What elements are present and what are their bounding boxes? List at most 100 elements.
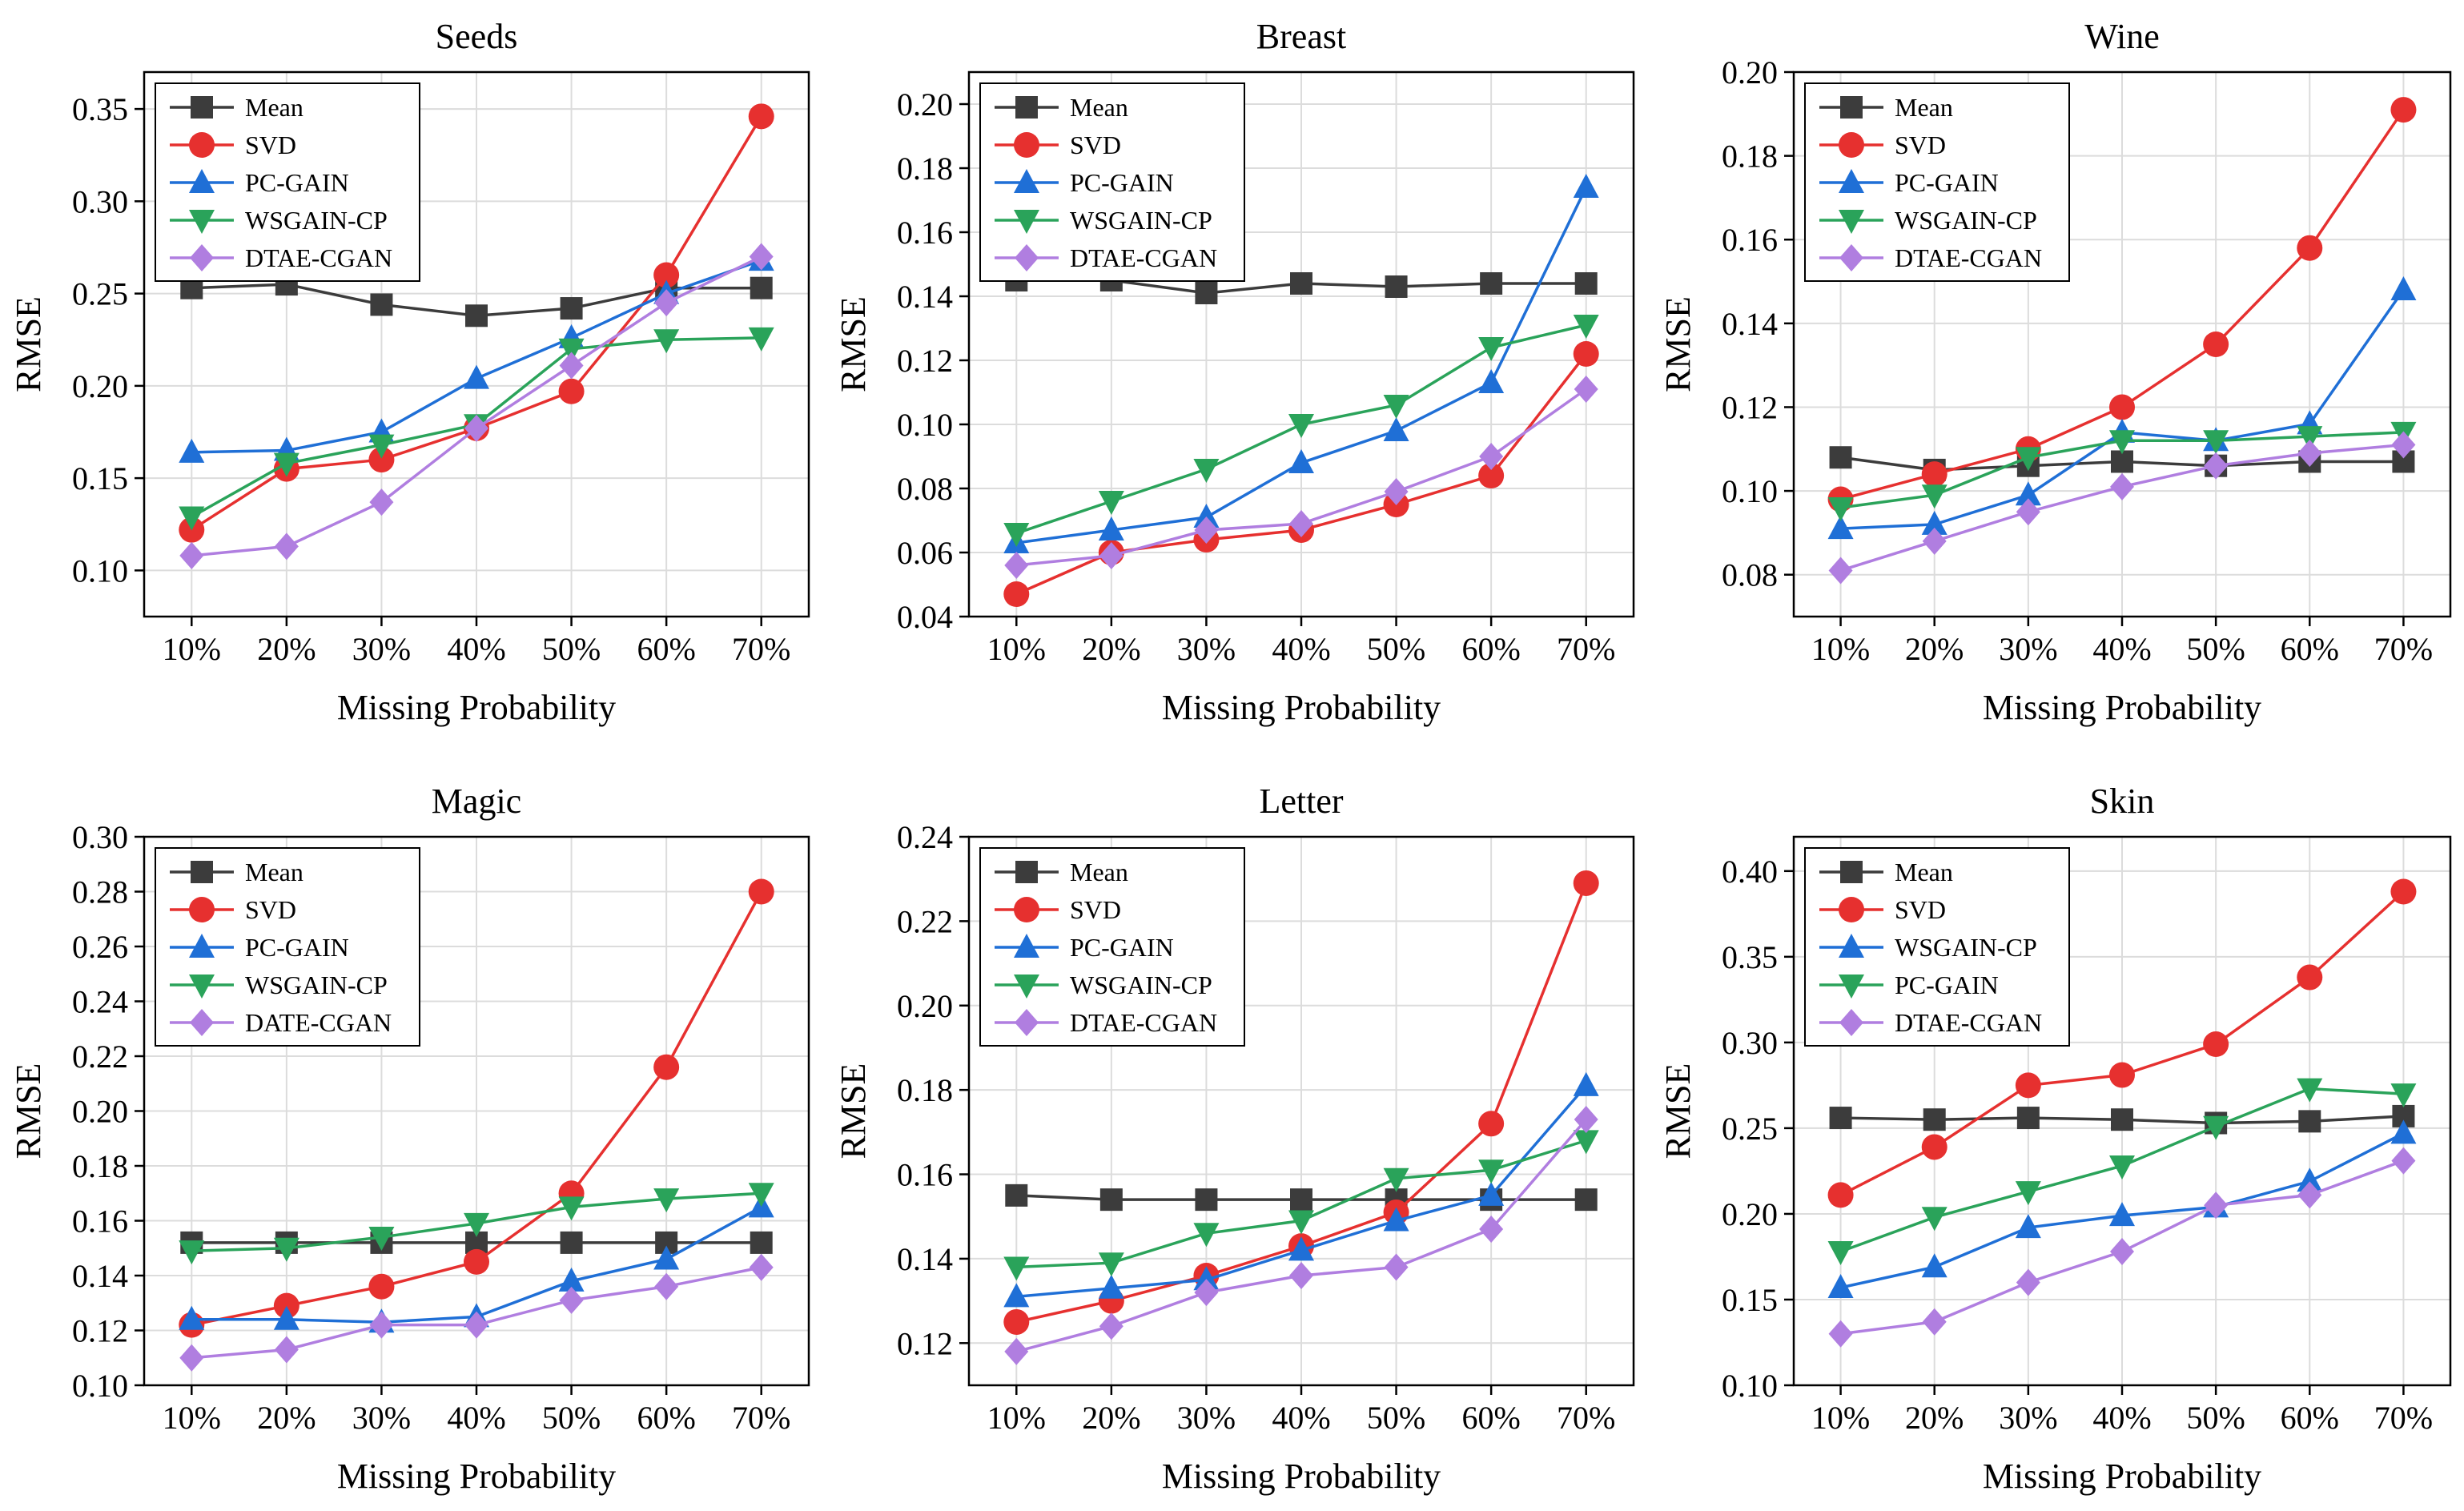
data-point	[1573, 870, 1599, 896]
legend-entry-svd: SVD	[170, 131, 296, 159]
data-point	[1383, 1167, 1409, 1192]
x-tick-label: 10%	[1811, 631, 1870, 667]
data-point	[1828, 1320, 1853, 1348]
y-tick-label: 0.24	[897, 819, 953, 855]
data-point	[1195, 1188, 1218, 1212]
y-tick-label: 0.10	[1722, 1368, 1778, 1404]
data-point	[2297, 1181, 2322, 1209]
y-tick-label: 0.12	[1722, 389, 1778, 425]
data-point	[1922, 1308, 1947, 1336]
data-point	[2109, 1202, 2135, 1227]
x-tick-label: 60%	[637, 1400, 695, 1436]
data-point	[749, 1253, 774, 1281]
data-point	[1827, 1241, 1854, 1266]
data-point	[654, 289, 679, 317]
legend-entry-mean: Mean	[1819, 858, 1953, 886]
data-point	[2204, 452, 2229, 480]
y-tick-label: 0.18	[897, 1072, 953, 1108]
data-point	[1098, 491, 1124, 515]
legend: Mean SVD PC-GAIN WSGAIN-CP DTAE-CGAN	[979, 847, 1245, 1047]
data-point	[368, 447, 395, 473]
legend-label: SVD	[1895, 131, 1946, 159]
series-dtae-cgan	[1828, 1147, 2416, 1348]
y-tick-label: 0.20	[1722, 54, 1778, 90]
data-point	[560, 297, 583, 320]
data-point	[1478, 463, 1505, 488]
legend: Mean SVD PC-GAIN WSGAIN-CP DTAE-CGAN	[1804, 82, 2070, 282]
data-point	[653, 1188, 680, 1213]
data-point	[1478, 1159, 1505, 1184]
y-axis-label: RMSE	[9, 1063, 48, 1159]
legend-label: WSGAIN-CP	[1895, 206, 2037, 235]
x-tick-label: 60%	[2281, 631, 2339, 667]
data-point	[1003, 581, 1030, 607]
data-point	[273, 1305, 299, 1330]
legend-entry-pc-gain: PC-GAIN	[1819, 168, 1999, 197]
data-point	[1384, 1253, 1409, 1281]
x-tick-label: 50%	[542, 631, 601, 667]
legend-label: SVD	[1070, 131, 1121, 159]
legend-marker	[1840, 861, 1863, 883]
x-tick-label: 60%	[637, 631, 695, 667]
legend-entry-svd: SVD	[995, 131, 1121, 159]
y-tick-label: 0.28	[72, 874, 128, 910]
data-point	[464, 1311, 488, 1339]
data-point	[1574, 1188, 1598, 1212]
y-tick-label: 0.26	[72, 929, 128, 965]
legend-marker	[1015, 96, 1038, 119]
legend-entry-svd: SVD	[1819, 131, 1946, 159]
data-point	[179, 1344, 204, 1372]
x-tick-label: 40%	[2092, 1400, 2151, 1436]
y-tick-label: 0.22	[72, 1039, 128, 1075]
data-point	[1922, 527, 1947, 555]
data-point	[179, 1305, 205, 1330]
data-point	[1289, 1262, 1313, 1289]
chart-title: Seeds	[436, 17, 518, 56]
y-axis-label: RMSE	[1658, 1063, 1698, 1159]
y-tick-label: 0.24	[72, 984, 128, 1020]
legend-entry-pc-gain: PC-GAIN	[170, 168, 349, 197]
legend-marker	[189, 169, 215, 193]
data-point	[2297, 1078, 2323, 1103]
data-point	[2015, 447, 2041, 472]
data-point	[2391, 1147, 2416, 1175]
y-tick-label: 0.08	[897, 471, 953, 507]
y-tick-label: 0.20	[72, 1094, 128, 1130]
legend-label: DTAE-CGAN	[245, 243, 392, 272]
x-tick-label: 60%	[1461, 1400, 1520, 1436]
legend-entry-date-cgan: DATE-CGAN	[170, 1008, 392, 1037]
legend-marker	[190, 244, 214, 271]
data-point	[1003, 1256, 1030, 1281]
data-point	[2015, 1214, 2041, 1239]
y-tick-label: 0.20	[897, 988, 953, 1024]
y-tick-label: 0.35	[72, 91, 128, 127]
data-point	[1827, 515, 1854, 540]
data-point	[179, 1240, 205, 1265]
data-point	[273, 1292, 299, 1319]
data-point	[1923, 1108, 1946, 1131]
legend-marker	[191, 96, 213, 119]
legend-entry-dtae-cgan: DTAE-CGAN	[170, 243, 392, 272]
data-point	[653, 262, 680, 288]
data-point	[1573, 341, 1599, 367]
legend-label: Mean	[1895, 858, 1953, 886]
legend-marker	[189, 132, 215, 158]
data-point	[2203, 332, 2229, 357]
legend-marker	[1839, 132, 1864, 158]
y-tick-label: 0.16	[1722, 222, 1778, 258]
y-tick-label: 0.12	[72, 1313, 128, 1349]
data-point	[2297, 1167, 2323, 1192]
data-point	[179, 541, 204, 569]
x-tick-label: 20%	[1905, 631, 1964, 667]
legend-label: WSGAIN-CP	[245, 970, 388, 999]
data-point	[2111, 1108, 2133, 1131]
x-tick-label: 30%	[1999, 631, 2057, 667]
y-tick-label: 0.10	[72, 553, 128, 589]
chart-seeds: 0.10 0.15 0.20 0.25 0.30 0.35 10% 20% 30% 40% 50% 6…	[9, 17, 810, 727]
legend-marker	[1014, 210, 1039, 234]
legend-entry-svd: SVD	[1819, 895, 1946, 924]
y-tick-label: 0.14	[897, 1241, 953, 1277]
legend-entry-dtae-cgan: DTAE-CGAN	[1819, 1008, 2042, 1037]
legend-label: SVD	[1070, 895, 1121, 924]
